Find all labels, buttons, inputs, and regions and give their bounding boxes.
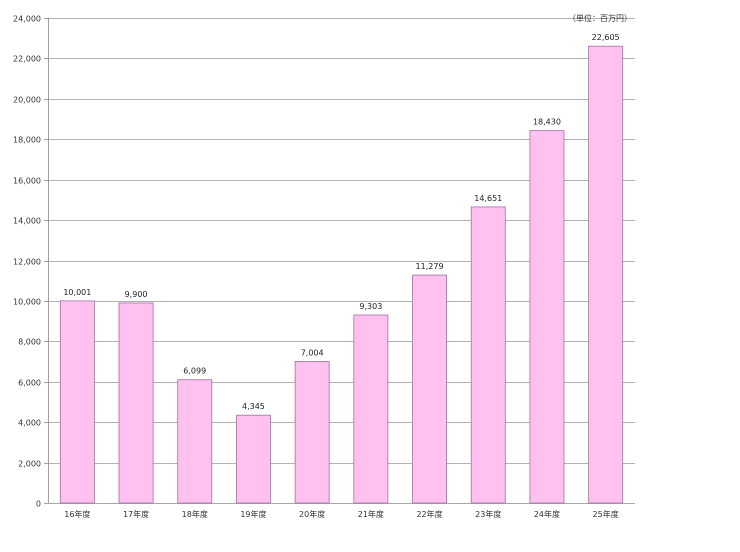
y-tick-label: 22,000 [13,55,41,64]
x-tick-label: 18年度 [182,509,208,519]
bar [529,130,565,504]
x-tick-label: 21年度 [358,509,384,519]
data-label: 22,605 [592,33,620,42]
x-tick-label: 22年度 [416,509,442,519]
data-labels: 10,001 9,900 6,099 4,345 7,004 9,303 11,279 14,… [63,33,619,411]
x-tick-label: 16年度 [64,509,90,519]
x-tick-label: 17年度 [123,509,149,519]
y-tick-label: 2,000 [18,460,41,469]
y-axis-tick-labels: 0 2,000 4,000 6,000 8,000 10,000 12,000 14,000 1… [13,15,41,509]
bar [412,274,447,504]
data-label: 11,279 [416,262,444,271]
data-label: 4,345 [242,402,265,411]
y-tick-label: 10,000 [13,298,41,307]
data-label: 9,900 [125,290,148,299]
x-tick-label: 20年度 [299,509,325,519]
y-tick-label: 12,000 [13,258,41,267]
y-tick-label: 20,000 [13,96,41,105]
y-tick-label: 16,000 [13,177,41,186]
data-label: 18,430 [533,118,561,127]
bar [236,414,271,504]
x-tick-label: 24年度 [534,509,560,519]
data-label: 6,099 [183,367,206,376]
y-tick-label: 24,000 [13,15,41,24]
data-label: 14,651 [474,194,502,203]
x-tick-label: 25年度 [593,509,619,519]
bar [294,361,330,504]
y-tick-label: 18,000 [13,136,41,145]
data-label: 7,004 [301,348,324,357]
bar [470,206,506,504]
y-tick-label: 4,000 [18,419,41,428]
x-axis-tick-labels: 16年度 17年度 18年度 19年度 20年度 21年度 22年度 23年度 24年度 25年度 [64,509,618,519]
y-tick-label: 14,000 [13,217,41,226]
bar [59,300,95,504]
bar [353,314,389,504]
data-label: 9,303 [359,302,382,311]
y-tick-label: 8,000 [18,338,41,347]
data-label: 10,001 [63,288,91,297]
y-tick-label: 0 [36,500,41,509]
bar [588,45,624,504]
x-tick-label: 19年度 [240,509,266,519]
bar [177,379,213,504]
x-tick-label: 23年度 [475,509,501,519]
unit-label: （単位：百万円） [568,13,632,23]
bars [59,45,624,504]
y-tick-label: 6,000 [18,379,41,388]
bar [118,302,154,504]
